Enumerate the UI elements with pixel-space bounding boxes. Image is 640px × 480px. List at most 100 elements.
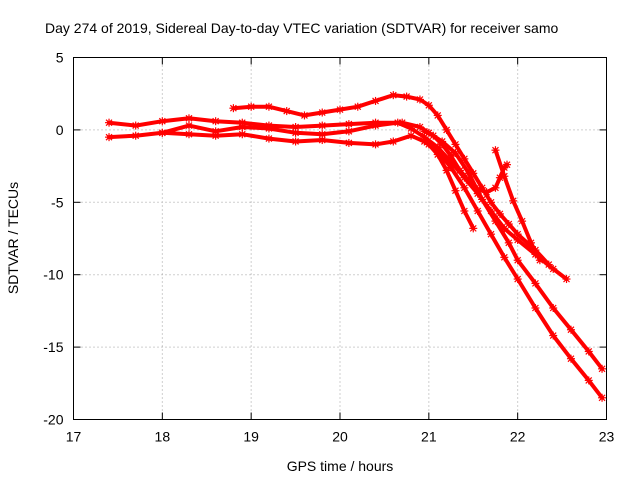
- data-point-marker: [469, 169, 478, 178]
- data-point-marker: [442, 166, 451, 175]
- data-point-marker: [415, 123, 424, 132]
- series-line: [493, 148, 542, 263]
- data-point-marker: [402, 92, 411, 101]
- data-point-marker: [344, 127, 353, 136]
- data-point-marker: [503, 160, 512, 169]
- y-tick-label: 5: [56, 50, 64, 66]
- data-point-marker: [447, 151, 456, 160]
- data-point-marker: [211, 117, 220, 126]
- data-point-marker: [460, 183, 469, 192]
- data-point-marker: [518, 217, 527, 226]
- data-point-marker: [487, 230, 496, 239]
- data-point-marker: [371, 121, 380, 130]
- data-point-marker: [473, 206, 482, 215]
- x-axis-label: GPS time / hours: [287, 458, 394, 474]
- data-point-marker: [318, 130, 327, 139]
- data-point-marker: [513, 275, 522, 284]
- series-track-7: [491, 146, 544, 265]
- data-point-marker: [500, 253, 509, 262]
- data-point-marker: [264, 102, 273, 111]
- data-point-marker: [300, 111, 309, 120]
- data-point-marker: [513, 230, 522, 239]
- data-point-marker: [495, 209, 504, 218]
- data-point-marker: [544, 260, 553, 269]
- data-point-marker: [131, 121, 140, 130]
- data-point-marker: [238, 123, 247, 132]
- data-point-marker: [158, 128, 167, 137]
- data-point-marker: [482, 188, 491, 197]
- data-point-marker: [420, 133, 429, 142]
- data-point-marker: [562, 275, 571, 284]
- data-point-marker: [424, 101, 433, 110]
- chart-title: Day 274 of 2019, Sidereal Day-to-day VTE…: [45, 20, 558, 36]
- data-point-marker: [531, 304, 540, 313]
- x-tick-label: 18: [155, 429, 171, 445]
- data-point-marker: [491, 146, 500, 155]
- data-point-marker: [158, 117, 167, 126]
- data-point-marker: [131, 131, 140, 140]
- data-point-marker: [105, 118, 114, 127]
- y-tick-label: -15: [43, 339, 63, 355]
- series-line: [107, 130, 605, 400]
- data-point-marker: [460, 206, 469, 215]
- x-tick-label: 20: [332, 429, 348, 445]
- data-point-marker: [318, 136, 327, 145]
- data-point-marker: [566, 325, 575, 334]
- x-tick-label: 21: [421, 429, 437, 445]
- data-point-marker: [389, 91, 398, 100]
- data-point-marker: [344, 120, 353, 129]
- data-point-marker: [264, 124, 273, 133]
- data-point-marker: [247, 102, 256, 111]
- data-point-marker: [598, 393, 607, 402]
- data-point-marker: [504, 220, 513, 229]
- data-point-marker: [318, 108, 327, 117]
- data-point-marker: [353, 102, 362, 111]
- data-point-marker: [211, 127, 220, 136]
- data-point-marker: [504, 238, 513, 247]
- data-point-marker: [407, 131, 416, 140]
- data-point-marker: [451, 140, 460, 149]
- series-track-4: [229, 91, 553, 269]
- data-point-marker: [549, 304, 558, 313]
- series-track-3: [158, 118, 571, 284]
- data-point-marker: [282, 107, 291, 116]
- data-point-marker: [473, 185, 482, 194]
- y-tick-label: -20: [43, 412, 63, 428]
- data-point-marker: [429, 131, 438, 140]
- data-point-marker: [371, 140, 380, 149]
- y-tick-label: -5: [51, 194, 64, 210]
- data-point-marker: [513, 256, 522, 265]
- y-tick-label: 0: [56, 122, 64, 138]
- data-point-marker: [238, 130, 247, 139]
- data-point-marker: [264, 134, 273, 143]
- data-point-marker: [438, 140, 447, 149]
- data-point-marker: [495, 173, 504, 182]
- data-point-marker: [291, 137, 300, 146]
- data-point-marker: [460, 154, 469, 163]
- data-point-marker: [566, 354, 575, 363]
- data-point-marker: [535, 256, 544, 265]
- data-point-marker: [336, 105, 344, 114]
- series-track-2: [105, 128, 607, 402]
- data-point-marker: [464, 176, 473, 185]
- data-point-marker: [526, 238, 535, 247]
- data-point-marker: [291, 128, 300, 137]
- data-point-marker: [371, 96, 380, 105]
- data-point-marker: [389, 137, 398, 146]
- data-point-marker: [393, 118, 402, 127]
- series-line: [160, 120, 569, 281]
- data-point-marker: [491, 183, 500, 192]
- x-tick-label: 22: [510, 429, 526, 445]
- data-point-marker: [420, 127, 429, 136]
- data-point-marker: [442, 125, 451, 134]
- data-point-marker: [531, 279, 540, 288]
- data-point-marker: [487, 206, 496, 215]
- data-point-marker: [598, 364, 607, 373]
- series-track-6: [424, 140, 478, 233]
- x-tick-label: 19: [243, 429, 259, 445]
- data-point-marker: [344, 138, 353, 147]
- x-tick-label: 17: [66, 429, 82, 445]
- data-point-marker: [105, 133, 114, 142]
- data-point-marker: [407, 124, 416, 133]
